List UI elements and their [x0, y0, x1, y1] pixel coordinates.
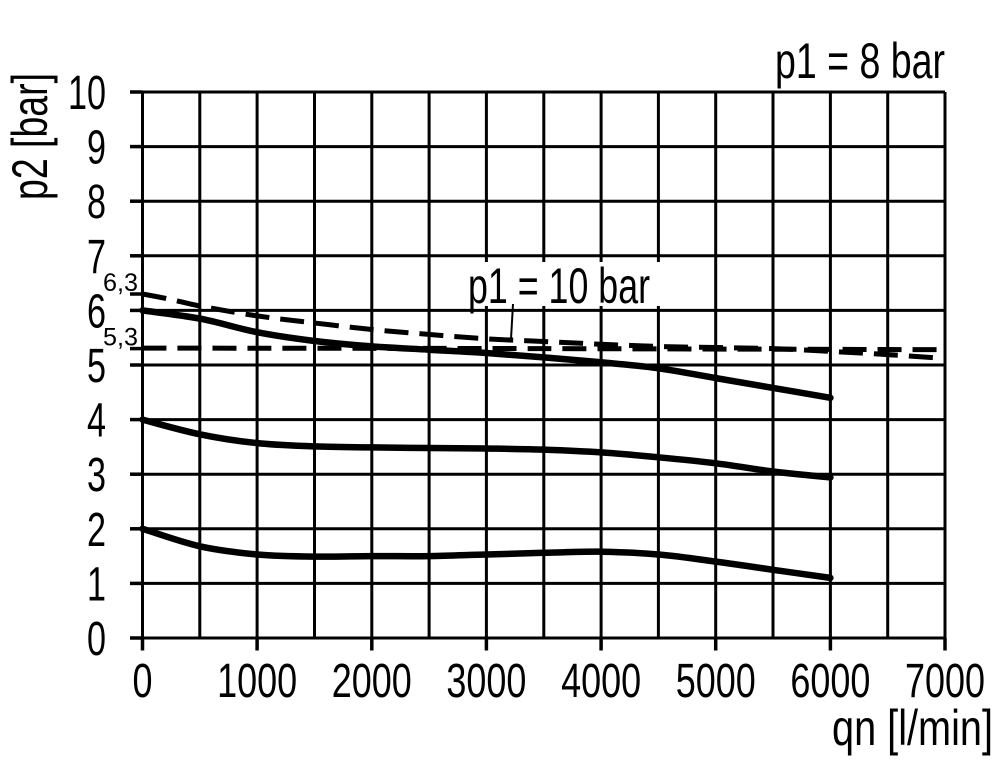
- y-tick-label: 9: [87, 122, 106, 175]
- x-tick-label: 6000: [790, 655, 870, 708]
- grid-layer: [141, 90, 947, 640]
- y-tick-label: 1: [87, 558, 106, 611]
- y-tick-label: 10: [68, 67, 106, 120]
- x-tick-label: 4000: [561, 655, 641, 708]
- curve-p1-8-bar-setting-4-bar: [139, 416, 834, 481]
- x-axis-title: qn [l/min]: [832, 700, 993, 756]
- y-tick-label: 7: [87, 231, 106, 284]
- y-tick-label: 4: [87, 395, 106, 448]
- tick-layer: [130, 90, 947, 651]
- y-tick-label: 2: [87, 504, 106, 557]
- x-tick-label: 5000: [676, 655, 756, 708]
- y-extra-tick-label: 5,3: [103, 324, 138, 352]
- y-tick-label: 6: [87, 285, 106, 338]
- curve-p1-8-bar-setting-6-bar: [139, 307, 834, 402]
- x-tick-label: 1000: [217, 655, 297, 708]
- curve-layer: [139, 291, 946, 582]
- y-extra-tick-label: 6,3: [103, 269, 138, 297]
- p1-8bar-annotation: p1 = 8 bar: [775, 33, 945, 89]
- x-tick-label: 3000: [446, 655, 526, 708]
- y-tick-label: 5: [87, 340, 106, 393]
- y-tick-label: 8: [87, 176, 106, 229]
- x-tick-label: 0: [133, 655, 153, 708]
- tick-label-layer: 0 1000 2000 3000 4000 5000 6000 700010987654321…: [68, 67, 985, 708]
- x-tick-label: 2000: [332, 655, 412, 708]
- curve-5-3-bar-reference: [142, 345, 946, 353]
- x-tick-label: 7000: [905, 655, 985, 708]
- curve-p1-8-bar-setting-2-bar: [139, 525, 834, 582]
- y-tick-label: 3: [87, 449, 106, 502]
- p1-10bar-label-background: [455, 262, 660, 306]
- y-tick-label: 0: [87, 613, 106, 666]
- curve-p1-10-bar: [142, 291, 946, 361]
- y-axis-title: p2 [bar]: [2, 73, 58, 200]
- p1-10bar-annotation: p1 = 10 bar: [468, 258, 650, 314]
- p1-10bar-leader-line: [510, 303, 514, 340]
